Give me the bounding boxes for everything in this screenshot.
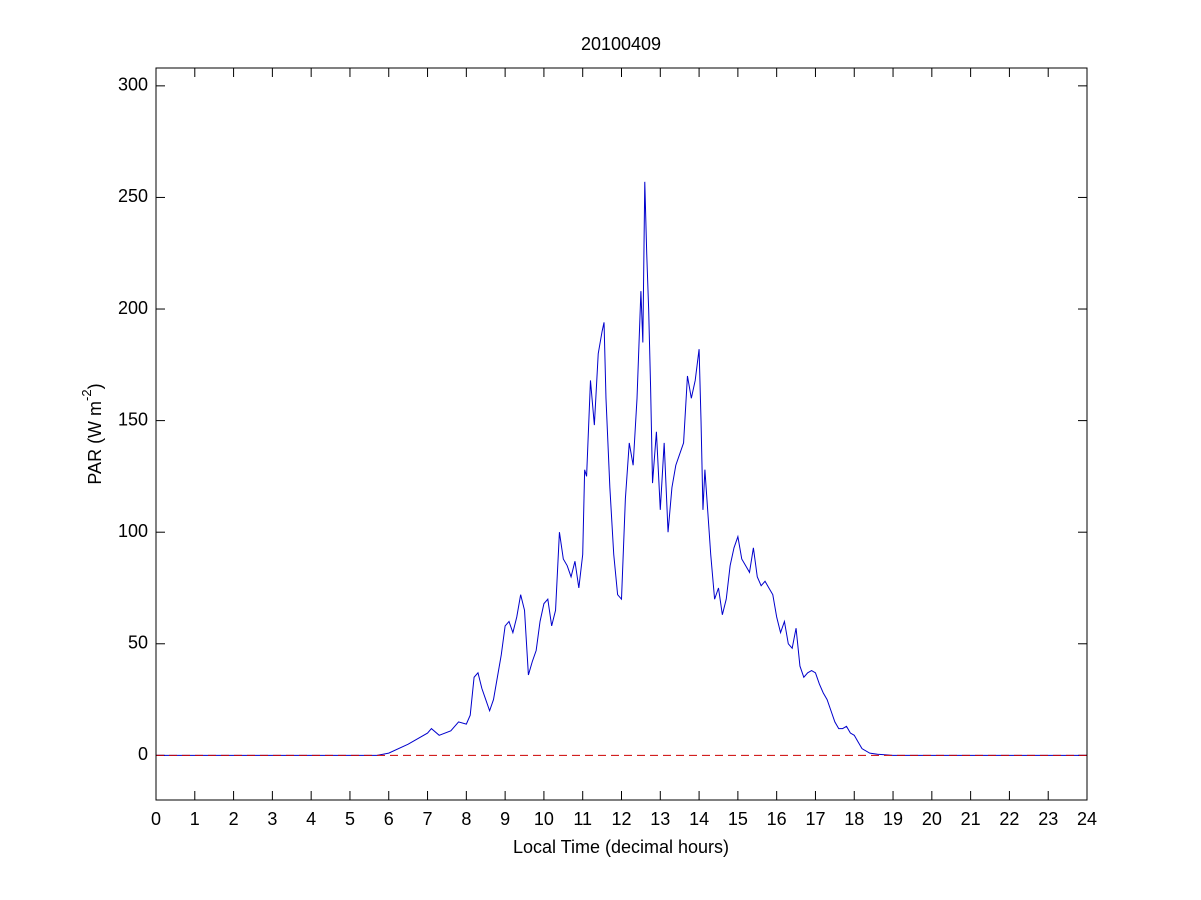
y-tick-label: 200 [118, 298, 148, 318]
x-tick-label: 17 [805, 809, 825, 829]
x-tick-label: 19 [883, 809, 903, 829]
y-axis-label-suffix: ) [85, 383, 105, 389]
chart-title: 20100409 [581, 34, 661, 54]
y-tick-label: 150 [118, 409, 148, 429]
x-tick-label: 12 [611, 809, 631, 829]
y-tick-label: 50 [128, 633, 148, 653]
x-tick-label: 4 [306, 809, 316, 829]
y-tick-label: 100 [118, 521, 148, 541]
x-tick-label: 13 [650, 809, 670, 829]
y-axis-label-text: PAR (W m [85, 401, 105, 485]
x-tick-label: 1 [190, 809, 200, 829]
data-line [156, 181, 1087, 756]
x-tick-label: 23 [1038, 809, 1058, 829]
x-tick-label: 9 [500, 809, 510, 829]
y-axis-label-superscript: -2 [79, 389, 94, 401]
x-tick-label: 8 [461, 809, 471, 829]
x-tick-label: 16 [767, 809, 787, 829]
y-tick-label: 300 [118, 75, 148, 95]
x-tick-label: 2 [229, 809, 239, 829]
x-tick-label: 14 [689, 809, 709, 829]
x-tick-label: 0 [151, 809, 161, 829]
x-axis-label: Local Time (decimal hours) [513, 837, 729, 857]
x-tick-label: 10 [534, 809, 554, 829]
x-tick-label: 3 [267, 809, 277, 829]
x-tick-label: 5 [345, 809, 355, 829]
x-tick-label: 11 [573, 809, 592, 829]
x-tick-label: 15 [728, 809, 748, 829]
x-tick-label: 24 [1077, 809, 1097, 829]
x-tick-label: 7 [423, 809, 433, 829]
plot-frame [155, 67, 1088, 801]
x-tick-label: 21 [961, 809, 981, 829]
y-tick-label: 0 [138, 744, 148, 764]
x-tick-label: 20 [922, 809, 942, 829]
x-tick-label: 6 [384, 809, 394, 829]
x-tick-label: 18 [844, 809, 864, 829]
y-tick-label: 250 [118, 186, 148, 206]
y-axis-label: PAR (W m-2) [79, 383, 104, 484]
x-tick-label: 22 [999, 809, 1019, 829]
